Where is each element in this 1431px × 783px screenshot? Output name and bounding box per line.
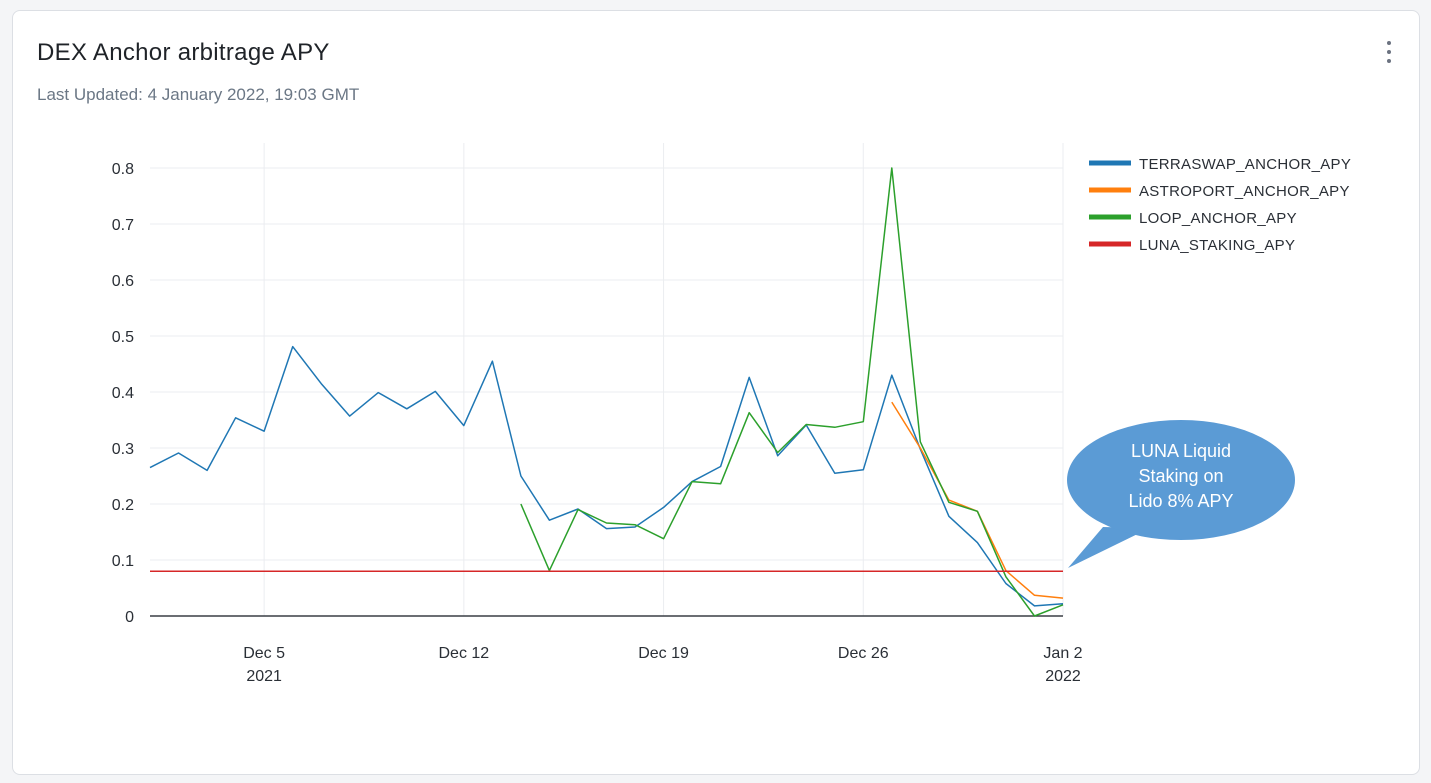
callout-pointer: [1068, 527, 1150, 568]
y-tick-label: 0.2: [112, 497, 134, 514]
x-tick-label: Dec 19: [638, 645, 689, 662]
menu-dot: [1387, 50, 1391, 54]
series-line-loop-anchor-apy: [520, 167, 1064, 617]
more-vertical-icon[interactable]: [1379, 37, 1399, 67]
legend-item-label: ASTROPORT_ANCHOR_APY: [1139, 183, 1350, 200]
x-tick-sublabel: 2021: [246, 668, 282, 685]
y-tick-label: 0.4: [112, 385, 134, 402]
series-line-astroport-anchor-apy: [891, 401, 1064, 599]
y-tick-label: 0.3: [112, 441, 134, 458]
y-tick-label: 0: [125, 609, 134, 626]
menu-dot: [1387, 41, 1391, 45]
menu-dot: [1387, 59, 1391, 63]
y-tick-label: 0.5: [112, 329, 134, 346]
x-tick-label: Dec 26: [838, 645, 889, 662]
callout-bubble: LUNA Liquid Staking on Lido 8% APY: [1067, 420, 1295, 568]
legend-item-label: LUNA_STAKING_APY: [1139, 237, 1295, 254]
legend-item-label: TERRASWAP_ANCHOR_APY: [1139, 156, 1351, 173]
x-tick-sublabel: 2022: [1045, 668, 1081, 685]
legend-item-label: LOOP_ANCHOR_APY: [1139, 210, 1297, 227]
y-tick-label: 0.6: [112, 273, 134, 290]
grid: [150, 143, 1064, 616]
series-line-terraswap-anchor-apy: [149, 345, 1064, 607]
legend[interactable]: TERRASWAP_ANCHOR_APY ASTROPORT_ANCHOR_APY…: [1089, 156, 1351, 254]
x-tick-label: Jan 2: [1043, 645, 1082, 662]
chart-title: DEX Anchor arbitrage APY: [37, 39, 330, 66]
callout-text-line: Staking on: [1138, 466, 1223, 486]
callout-ellipse: [1067, 420, 1295, 540]
x-tick-label: Dec 5: [243, 645, 285, 662]
axes: Dec 5 2021 Dec 12 Dec 19 Dec 26 Jan 2 2022 0 0.1…: [112, 161, 1083, 685]
x-tick-label: Dec 12: [438, 645, 489, 662]
y-tick-label: 0.8: [112, 161, 134, 178]
last-updated-text: Last Updated: 4 January 2022, 19:03 GMT: [37, 85, 360, 104]
y-tick-label: 0.7: [112, 217, 134, 234]
series-lines: [149, 167, 1064, 617]
callout-text-line: Lido 8% APY: [1128, 491, 1233, 511]
callout-text-line: LUNA Liquid: [1131, 441, 1231, 461]
y-tick-label: 0.1: [112, 553, 134, 570]
